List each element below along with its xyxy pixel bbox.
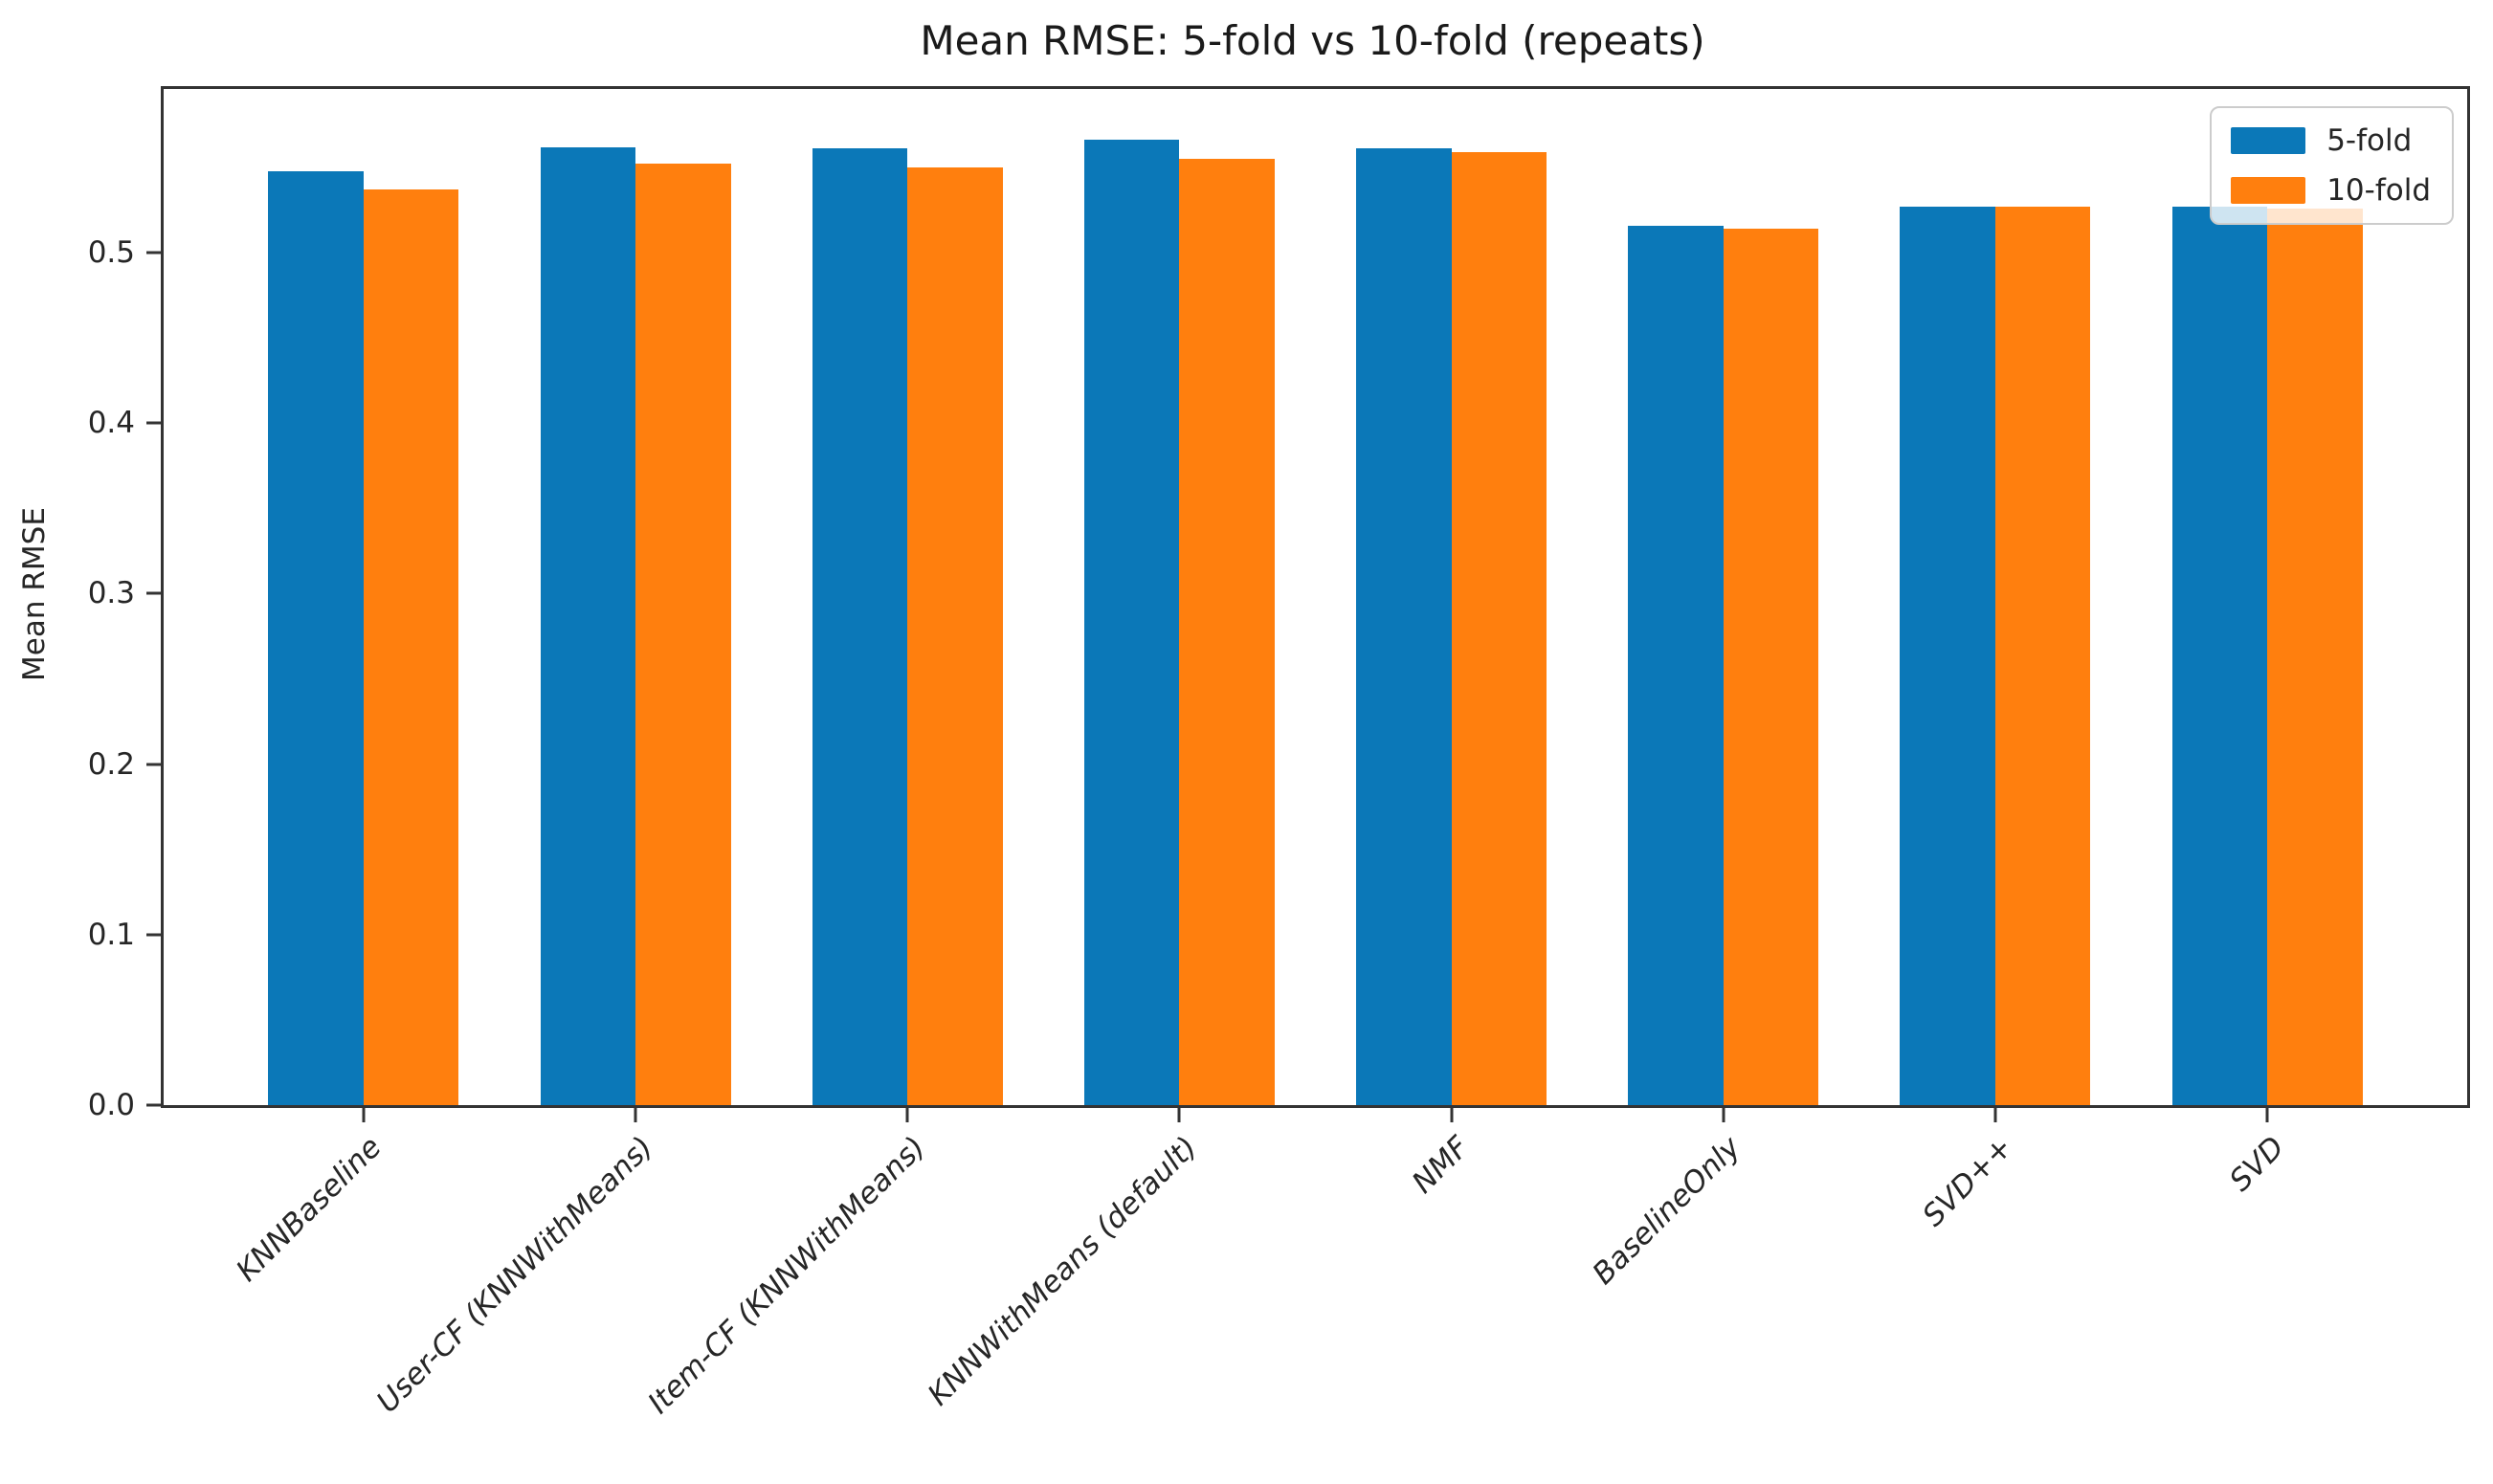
xtick-mark-1 [634,1108,637,1122]
bar-5-fold-SVD++ [1900,206,1995,1105]
legend-label-5-fold: 5-fold [2326,123,2413,158]
xtick-label-text: SVD++ [1916,1130,2020,1233]
bar-10-fold-KNNBaseline [363,189,459,1105]
ytick-label-0.2: 0.2 [87,746,135,782]
xtick-mark-5 [1722,1108,1725,1122]
xtick-label-text: SVD [2223,1130,2292,1199]
xtick-label-text: BaselineOnly [1586,1130,1748,1292]
legend: 5-fold 10-fold [2210,106,2454,225]
ytick-label-0.4: 0.4 [87,406,135,441]
ytick-label-0.3: 0.3 [87,576,135,611]
chart-title: Mean RMSE: 5-fold vs 10-fold (repeats) [920,17,1705,64]
xtick-label-text: NMF [1405,1130,1477,1201]
bar-10-fold-Item-CF-KNNWithMeans- [907,166,1003,1105]
xtick-mark-4 [1450,1108,1454,1122]
ytick-label-0.0: 0.0 [87,1088,135,1122]
legend-row-5-fold: 5-fold [2231,123,2431,158]
bar-10-fold-SVD++ [1994,206,2091,1105]
xtick-mark-2 [905,1108,909,1122]
ytick-label-0.5: 0.5 [87,235,135,271]
bar-5-fold-KNNBaseline [268,170,364,1105]
legend-swatch-10-fold [2231,177,2306,204]
bar-5-fold-BaselineOnly [1628,225,1724,1105]
legend-row-10-fold: 10-fold [2231,173,2431,208]
bar-5-fold-User-CF-KNNWithMeans- [540,146,636,1105]
xtick-label-text: KNNBaseline [229,1130,389,1289]
bar-5-fold-Item-CF-KNNWithMeans- [812,148,908,1105]
xtick-mark-7 [2265,1108,2269,1122]
bar-5-fold-NMF [1356,148,1452,1105]
ytick-mark-0.1 [146,933,161,937]
ytick-mark-0.4 [146,421,161,425]
plot-area: 0.0 0.1 0.2 0.3 0.4 0.5 KNNBaseline User-CF (K… [88,86,2470,1421]
xtick-label-text: User-CF (KNNWithMeans) [369,1130,660,1420]
xtick-label-text: KNNWithMeans (default) [921,1130,1204,1413]
legend-swatch-5-fold [2231,127,2306,154]
bar-10-fold-SVD [2267,208,2363,1105]
xtick-mark-6 [1993,1108,1997,1122]
bar-10-fold-BaselineOnly [1723,229,1819,1105]
legend-label-10-fold: 10-fold [2326,173,2431,208]
ytick-mark-0.5 [146,251,161,255]
bar-5-fold-SVD [2171,206,2268,1105]
ytick-mark-0.2 [146,763,161,766]
bar-10-fold-NMF [1451,151,1547,1105]
bar-10-fold-KNNWithMeans-default- [1179,159,1275,1105]
bar-10-fold-User-CF-KNNWithMeans- [635,164,731,1105]
ytick-mark-0.0 [146,1103,161,1107]
ytick-mark-0.3 [146,591,161,595]
xtick-mark-3 [1177,1108,1181,1122]
xtick-mark-0 [362,1108,366,1122]
bar-5-fold-KNNWithMeans-default- [1083,140,1180,1105]
xtick-label-text: Item-CF (KNNWithMeans) [640,1130,932,1421]
ytick-label-0.1: 0.1 [87,917,135,952]
